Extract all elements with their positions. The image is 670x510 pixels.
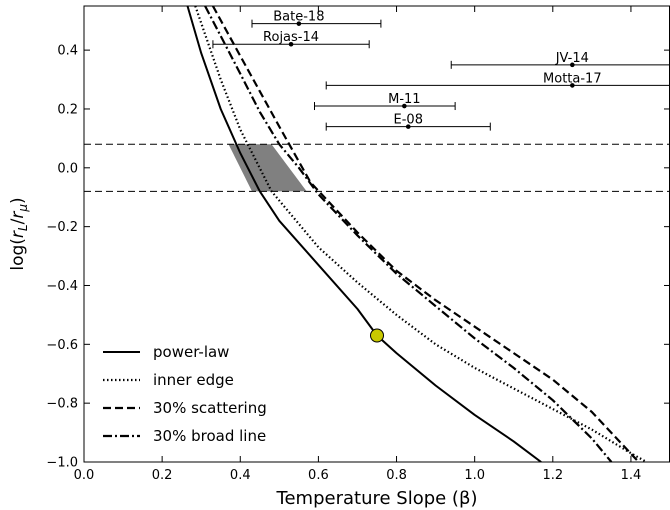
y-tick-label: −0.6 [46, 338, 78, 353]
series-line [204, 6, 613, 462]
x-tick-label: 0.6 [308, 468, 329, 483]
errorbar-label: E-08 [394, 113, 423, 128]
plot-content: Bate-18 Rojas-14 JV-14 Motta-17 M-11 E-08 [84, 6, 670, 462]
errorbar-label: Bate-18 [273, 10, 324, 25]
legend-label: power-law [153, 343, 229, 361]
y-tick-label: 0.2 [57, 102, 78, 117]
y-axis-title-part: / [8, 218, 28, 224]
marker-point [370, 328, 384, 343]
series-line [211, 6, 640, 462]
errorbar-label: Rojas-14 [263, 30, 319, 45]
y-axis-title: log(rL/rμ) [8, 197, 30, 270]
x-tick-label: 0.4 [230, 468, 251, 483]
errorbar-point [570, 83, 575, 88]
y-axis-title-part: r [8, 211, 28, 219]
errorbar-label: JV-14 [555, 51, 589, 66]
errorbar-point [570, 62, 575, 68]
errorbar-label: Motta-17 [543, 71, 602, 86]
y-axis-title-part: L [16, 224, 30, 231]
y-tick-label: −0.4 [46, 279, 78, 294]
errorbar-point [402, 103, 407, 109]
series-line [194, 6, 648, 462]
y-tick-label: −1.0 [46, 456, 78, 471]
x-axis-title: Temperature Slope (β) [276, 488, 478, 509]
y-tick-label: 0.4 [57, 44, 78, 59]
y-axis-title-part: r [8, 230, 28, 238]
legend-label: inner edge [153, 371, 234, 389]
legend: power-law inner edge 30% scattering 30% bro… [103, 343, 267, 445]
x-tick-label: 1.0 [464, 468, 485, 483]
x-tick-label: 1.4 [621, 468, 642, 483]
y-axis-title-part: log( [8, 238, 28, 271]
errorbar-point [405, 124, 411, 129]
y-axis-title-part: μ [16, 204, 30, 213]
series-line [186, 6, 542, 462]
x-tick-label: 1.2 [542, 468, 563, 483]
x-tick-label: 0.0 [74, 468, 95, 483]
errorbar-point [288, 41, 294, 47]
y-tick-label: 0.0 [57, 161, 78, 176]
axis-ticks: 0.0 0.2 0.4 0.6 0.8 1.0 1.2 1.4 −1.0 −0.8 −0.6 −0.4… [46, 6, 670, 483]
x-tick-label: 0.2 [152, 468, 173, 483]
y-tick-label: −0.2 [46, 220, 78, 235]
y-axis-title-part: ) [8, 197, 28, 204]
x-tick-label: 0.8 [386, 468, 407, 483]
legend-label: 30% broad line [153, 427, 266, 445]
y-tick-label: −0.8 [46, 397, 78, 412]
legend-label: 30% scattering [153, 399, 267, 417]
errorbar-point [296, 21, 302, 26]
shaded-region [228, 144, 307, 192]
errorbar-label: M-11 [388, 92, 420, 107]
